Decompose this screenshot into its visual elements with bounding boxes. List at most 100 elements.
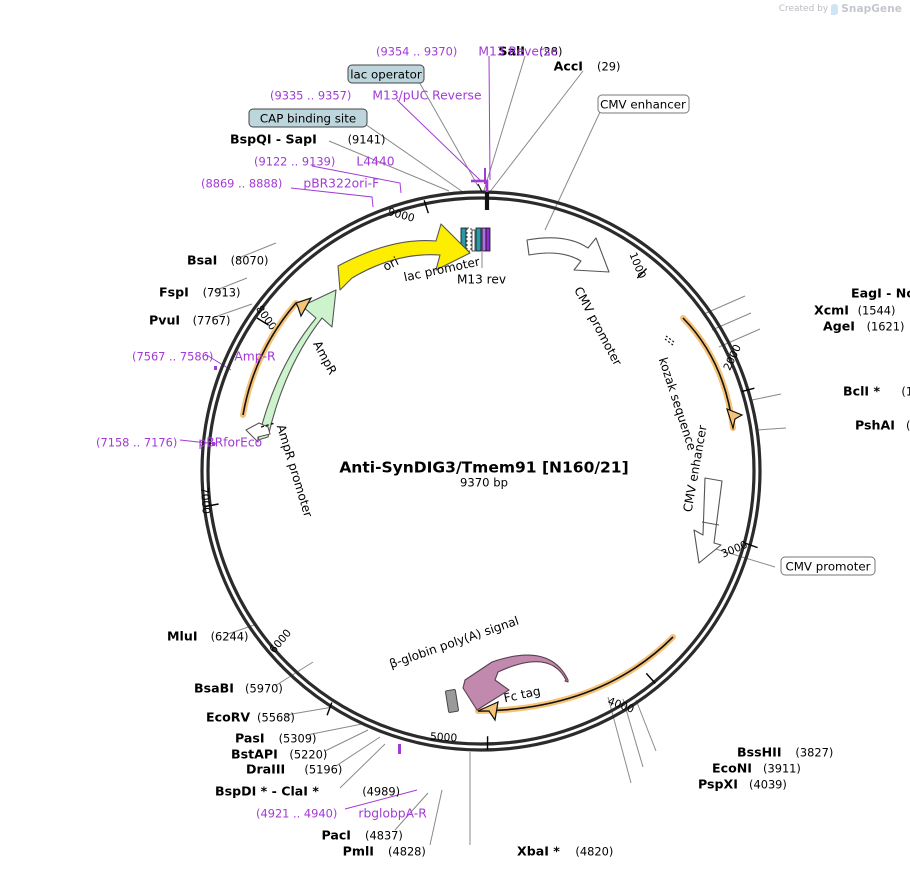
tick-label: 7000 [198, 487, 213, 515]
enzyme-position: (7767) [193, 314, 231, 328]
enzyme-label-xcmi[interactable]: XcmI (1544) [814, 303, 895, 318]
enzyme-name: BsaBI [194, 681, 234, 696]
enzyme-position: (5970) [245, 682, 283, 696]
primer-name: M13 Reverse [478, 45, 558, 59]
primer-label-pbrforeco[interactable]: (7158 .. 7176) pBRforEco [96, 436, 262, 450]
primer-label-m13-reverse[interactable]: (9354 .. 9370) M13 Reverse [376, 45, 558, 59]
enzyme-label-pshai[interactable]: PshAI (2114) [855, 418, 910, 433]
feature-m13-rev[interactable]: M13 rev [457, 273, 506, 287]
boxed-label-text: CMV enhancer [600, 98, 686, 112]
enzyme-name: EcoNI [712, 761, 752, 776]
boxed-label-text: CMV promoter [786, 560, 871, 574]
enzyme-name: MluI [167, 629, 198, 644]
enzyme-position: (29) [597, 60, 620, 74]
plasmid-name: Anti-SynDIG3/Tmem91 [N160/21] [339, 459, 628, 477]
enzyme-name: PspXI [698, 777, 738, 792]
orf-arc-bottom [475, 634, 676, 722]
enzyme-label-acci[interactable]: AccI (29) [554, 59, 621, 74]
boxed-label-lac-operator[interactable]: lac operator [347, 64, 425, 84]
enzyme-label-fspi[interactable]: FspI (7913) [159, 285, 240, 300]
enzyme-label-draiii[interactable]: DraIII (5196) [246, 762, 342, 777]
tick-5000: 5000 [430, 730, 489, 750]
enzyme-position: (1955) [901, 385, 910, 399]
enzyme-position: (5196) [304, 763, 342, 777]
enzyme-label-mlui[interactable]: MluI (6244) [167, 629, 248, 644]
enzyme-label-bcli[interactable]: BclI * (1955) [843, 384, 910, 399]
enzyme-label-bstapi[interactable]: BstAPI (5220) [231, 747, 327, 762]
boxed-label-cap-binding-site[interactable]: CAP binding site [248, 108, 368, 128]
enzyme-name: PacI [321, 828, 351, 843]
primer-name: L4440 [356, 155, 394, 169]
primer-position: (7158 .. 7176) [96, 436, 177, 450]
boxed-label-cmv-enhancer-top[interactable]: CMV enhancer [597, 94, 690, 114]
watermark-prefix: Created by [778, 4, 829, 14]
enzyme-name: FspI [159, 285, 189, 300]
enzyme-name: BclI * [843, 384, 880, 399]
feature-ampr[interactable]: AmpR AmpR promoter [245, 289, 340, 519]
enzyme-name: DraIII [246, 762, 285, 777]
snapgene-logo-icon [831, 3, 839, 15]
orf-arc-ampr [240, 296, 313, 418]
enzyme-name: PvuI [149, 313, 180, 328]
enzyme-label-ecorv[interactable]: EcoRV (5568) [206, 710, 295, 725]
enzyme-position: (2114) [906, 419, 910, 433]
feature-kozak[interactable]: kozak sequence [656, 335, 699, 452]
enzyme-position: (28) [539, 45, 562, 59]
mcs-feature-cluster[interactable] [460, 227, 491, 268]
feature-cmv-promoter[interactable]: CMV promoter [526, 237, 625, 368]
enzyme-label-sali[interactable]: SalI (28) [498, 44, 562, 59]
plasmid-title-group: Anti-SynDIG3/Tmem91 [N160/21] 9370 bp [339, 459, 628, 490]
enzyme-label-bspdi[interactable]: BspDI * - ClaI * (4989) [215, 784, 400, 799]
enzyme-position: (8070) [231, 254, 269, 268]
boxed-label-cmv-promoter-right[interactable]: CMV promoter [780, 556, 876, 576]
primer-label-amp-r[interactable]: (7567 .. 7586) Amp-R [132, 350, 276, 364]
enzyme-label-bsabi[interactable]: BsaBI (5970) [194, 681, 283, 696]
primer-label-rbglobpa-r[interactable]: (4921 .. 4940) rbglobpA-R [256, 807, 427, 821]
enzyme-name: PasI [235, 731, 265, 746]
primer-position: (9335 .. 9357) [270, 89, 351, 103]
enzyme-label-pasi[interactable]: PasI (5309) [235, 731, 316, 746]
plasmid-size: 9370 bp [460, 476, 508, 490]
primer-position: (4921 .. 4940) [256, 807, 337, 821]
enzyme-name: AccI [554, 59, 583, 74]
primer-name: Amp-R [234, 350, 276, 364]
boxed-label-text: lac operator [350, 68, 422, 82]
enzyme-position: (9141) [348, 133, 386, 147]
enzyme-label-xbai[interactable]: XbaI * (4820) [517, 844, 613, 859]
enzyme-label-bsshii[interactable]: BssHII (3827) [737, 745, 833, 760]
primer-labels[interactable]: (9354 .. 9370) M13 Reverse (9335 .. 9357) M… [96, 45, 558, 821]
enzyme-label-bsai[interactable]: BsaI (8070) [187, 253, 268, 268]
primer-position: (7567 .. 7586) [132, 350, 213, 364]
feature-ori[interactable]: ori [337, 223, 471, 291]
tick-7000: 7000 [198, 487, 219, 515]
enzyme-label-paci[interactable]: PacI (4837) [321, 828, 402, 843]
enzyme-label-bspqi[interactable]: BspQI - SapI (9141) [230, 132, 385, 147]
enzyme-label-eagi[interactable]: EagI - NotI(1456) [851, 286, 910, 301]
enzyme-label-pspxi[interactable]: PspXI (4039) [698, 777, 787, 792]
enzyme-position: (1544) [858, 304, 896, 318]
enzyme-name: SalI [498, 44, 525, 59]
feature-label-ampr: AmpR [310, 338, 340, 377]
enzyme-position: (3911) [763, 762, 801, 776]
enzyme-position: (5568) [257, 711, 295, 725]
enzyme-position: (4989) [362, 785, 400, 799]
snapgene-watermark: Created by SnapGene [779, 3, 902, 15]
primer-label-l4440[interactable]: (9122 .. 9139) L4440 [254, 155, 395, 169]
feature-fc-tag[interactable]: Fc tag β-globin poly(A) signal [388, 614, 575, 713]
enzyme-position: (3827) [795, 746, 833, 760]
enzyme-label-pvui[interactable]: PvuI (7767) [149, 313, 230, 328]
feature-label-ori: ori [381, 254, 401, 274]
enzyme-label-agei[interactable]: AgeI (1621) [823, 319, 904, 334]
plasmid-backbone[interactable] [200, 190, 762, 752]
enzyme-label-econi[interactable]: EcoNI (3911) [712, 761, 801, 776]
enzyme-name: BssHII [737, 745, 782, 760]
leader-lines [179, 55, 787, 846]
primer-label-pbr322ori-f[interactable]: (8869 .. 8888) pBR322ori-F [201, 177, 379, 191]
feature-label-ampr-promoter: AmpR promoter [274, 423, 315, 519]
enzyme-label-pmli[interactable]: PmlI (4828) [343, 844, 426, 859]
primer-name: rbglobpA-R [358, 807, 427, 821]
enzyme-labels[interactable]: SalI (28)AccI (29) BspQI - SapI (9141) EagI -… [149, 44, 910, 859]
feature-label-cmv-promoter: CMV promoter [571, 284, 624, 368]
primer-label-m13-puc-reverse[interactable]: (9335 .. 9357) M13/pUC Reverse [270, 89, 482, 103]
